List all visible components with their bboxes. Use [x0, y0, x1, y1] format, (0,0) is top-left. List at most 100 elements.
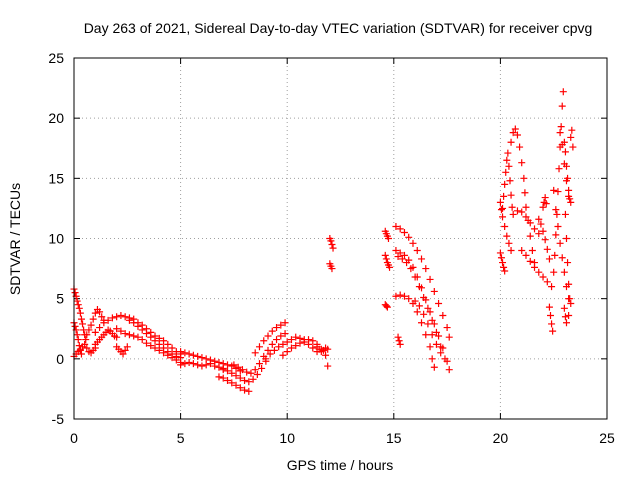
data-point: [392, 222, 400, 230]
data-point: [400, 251, 408, 259]
data-point: [539, 227, 547, 235]
data-point: [560, 304, 568, 312]
data-point: [405, 233, 413, 241]
data-point: [554, 188, 562, 196]
data-point: [428, 355, 436, 363]
data-point: [566, 195, 574, 203]
data-point: [426, 308, 434, 316]
axis-ticks: 0 5 10 15 20 25 -5 0 5 10 15 20 25: [48, 50, 615, 446]
data-point: [556, 129, 564, 137]
data-point: [420, 293, 428, 301]
data-point: [177, 361, 185, 369]
data-point: [552, 206, 560, 214]
data-point: [398, 255, 406, 263]
data-point: [506, 177, 514, 185]
data-point: [516, 143, 524, 151]
data-point: [264, 332, 272, 340]
data-point: [309, 344, 317, 352]
data-point: [224, 367, 232, 375]
data-point: [164, 348, 172, 356]
data-point: [526, 219, 534, 227]
data-point: [501, 267, 509, 275]
data-point: [543, 278, 551, 286]
data-point: [548, 320, 556, 328]
data-point: [562, 319, 570, 327]
data-point: [262, 355, 270, 363]
data-point: [521, 189, 529, 197]
data-point: [522, 251, 530, 259]
data-point: [134, 333, 142, 341]
data-point: [543, 245, 551, 253]
data-point: [513, 207, 521, 215]
data-point: [550, 268, 558, 276]
data-point: [296, 339, 304, 347]
y-tick-label: 25: [48, 50, 64, 66]
data-point: [430, 320, 438, 328]
data-point: [281, 319, 289, 327]
data-point: [219, 374, 227, 382]
data-point: [206, 356, 214, 364]
data-point: [198, 362, 206, 370]
data-point: [432, 328, 440, 336]
data-point: [394, 253, 402, 261]
data-point: [565, 186, 573, 194]
data-point: [443, 324, 451, 332]
data-point: [185, 350, 193, 358]
grid: [74, 58, 607, 419]
data-point: [511, 125, 519, 133]
data-point: [526, 232, 534, 240]
data-point: [541, 194, 549, 202]
data-point: [224, 361, 232, 369]
data-point: [245, 387, 253, 395]
data-point: [160, 337, 168, 345]
data-point: [507, 247, 515, 255]
data-point: [121, 313, 129, 321]
data-point: [292, 342, 300, 350]
data-point: [428, 316, 436, 324]
data-point: [83, 344, 91, 352]
data-point: [531, 263, 539, 271]
data-point: [503, 156, 511, 164]
data-point: [138, 336, 146, 344]
data-point: [151, 332, 159, 340]
data-point: [558, 102, 566, 110]
data-point: [411, 297, 419, 305]
data-point: [396, 291, 404, 299]
data-point: [155, 340, 163, 348]
data-point: [520, 174, 528, 182]
data-point: [270, 346, 278, 354]
data-point: [422, 265, 430, 273]
data-point: [277, 321, 285, 329]
data-point: [155, 334, 163, 342]
data-point: [558, 254, 566, 262]
data-point: [411, 273, 419, 281]
data-point: [553, 210, 561, 218]
data-point: [500, 263, 508, 271]
data-point: [147, 328, 155, 336]
data-point: [75, 342, 83, 350]
data-point: [232, 381, 240, 389]
data-point: [255, 360, 263, 368]
data-point: [564, 174, 572, 182]
data-point: [130, 332, 138, 340]
data-point: [413, 247, 421, 255]
data-point: [545, 255, 553, 263]
data-point: [155, 346, 163, 354]
data-point: [556, 239, 564, 247]
data-point: [125, 331, 133, 339]
data-point: [428, 331, 436, 339]
data-point: [518, 208, 526, 216]
data-point: [560, 138, 568, 146]
data-point: [413, 308, 421, 316]
data-point: [513, 131, 521, 139]
data-point: [392, 247, 400, 255]
data-point: [522, 203, 530, 211]
data-point: [104, 316, 112, 324]
data-point: [134, 319, 142, 327]
data-point: [435, 332, 443, 340]
data-point: [424, 304, 432, 312]
data-point: [550, 186, 558, 194]
data-point: [277, 332, 285, 340]
data-point: [509, 129, 517, 137]
x-axis-label: GPS time / hours: [287, 457, 394, 473]
